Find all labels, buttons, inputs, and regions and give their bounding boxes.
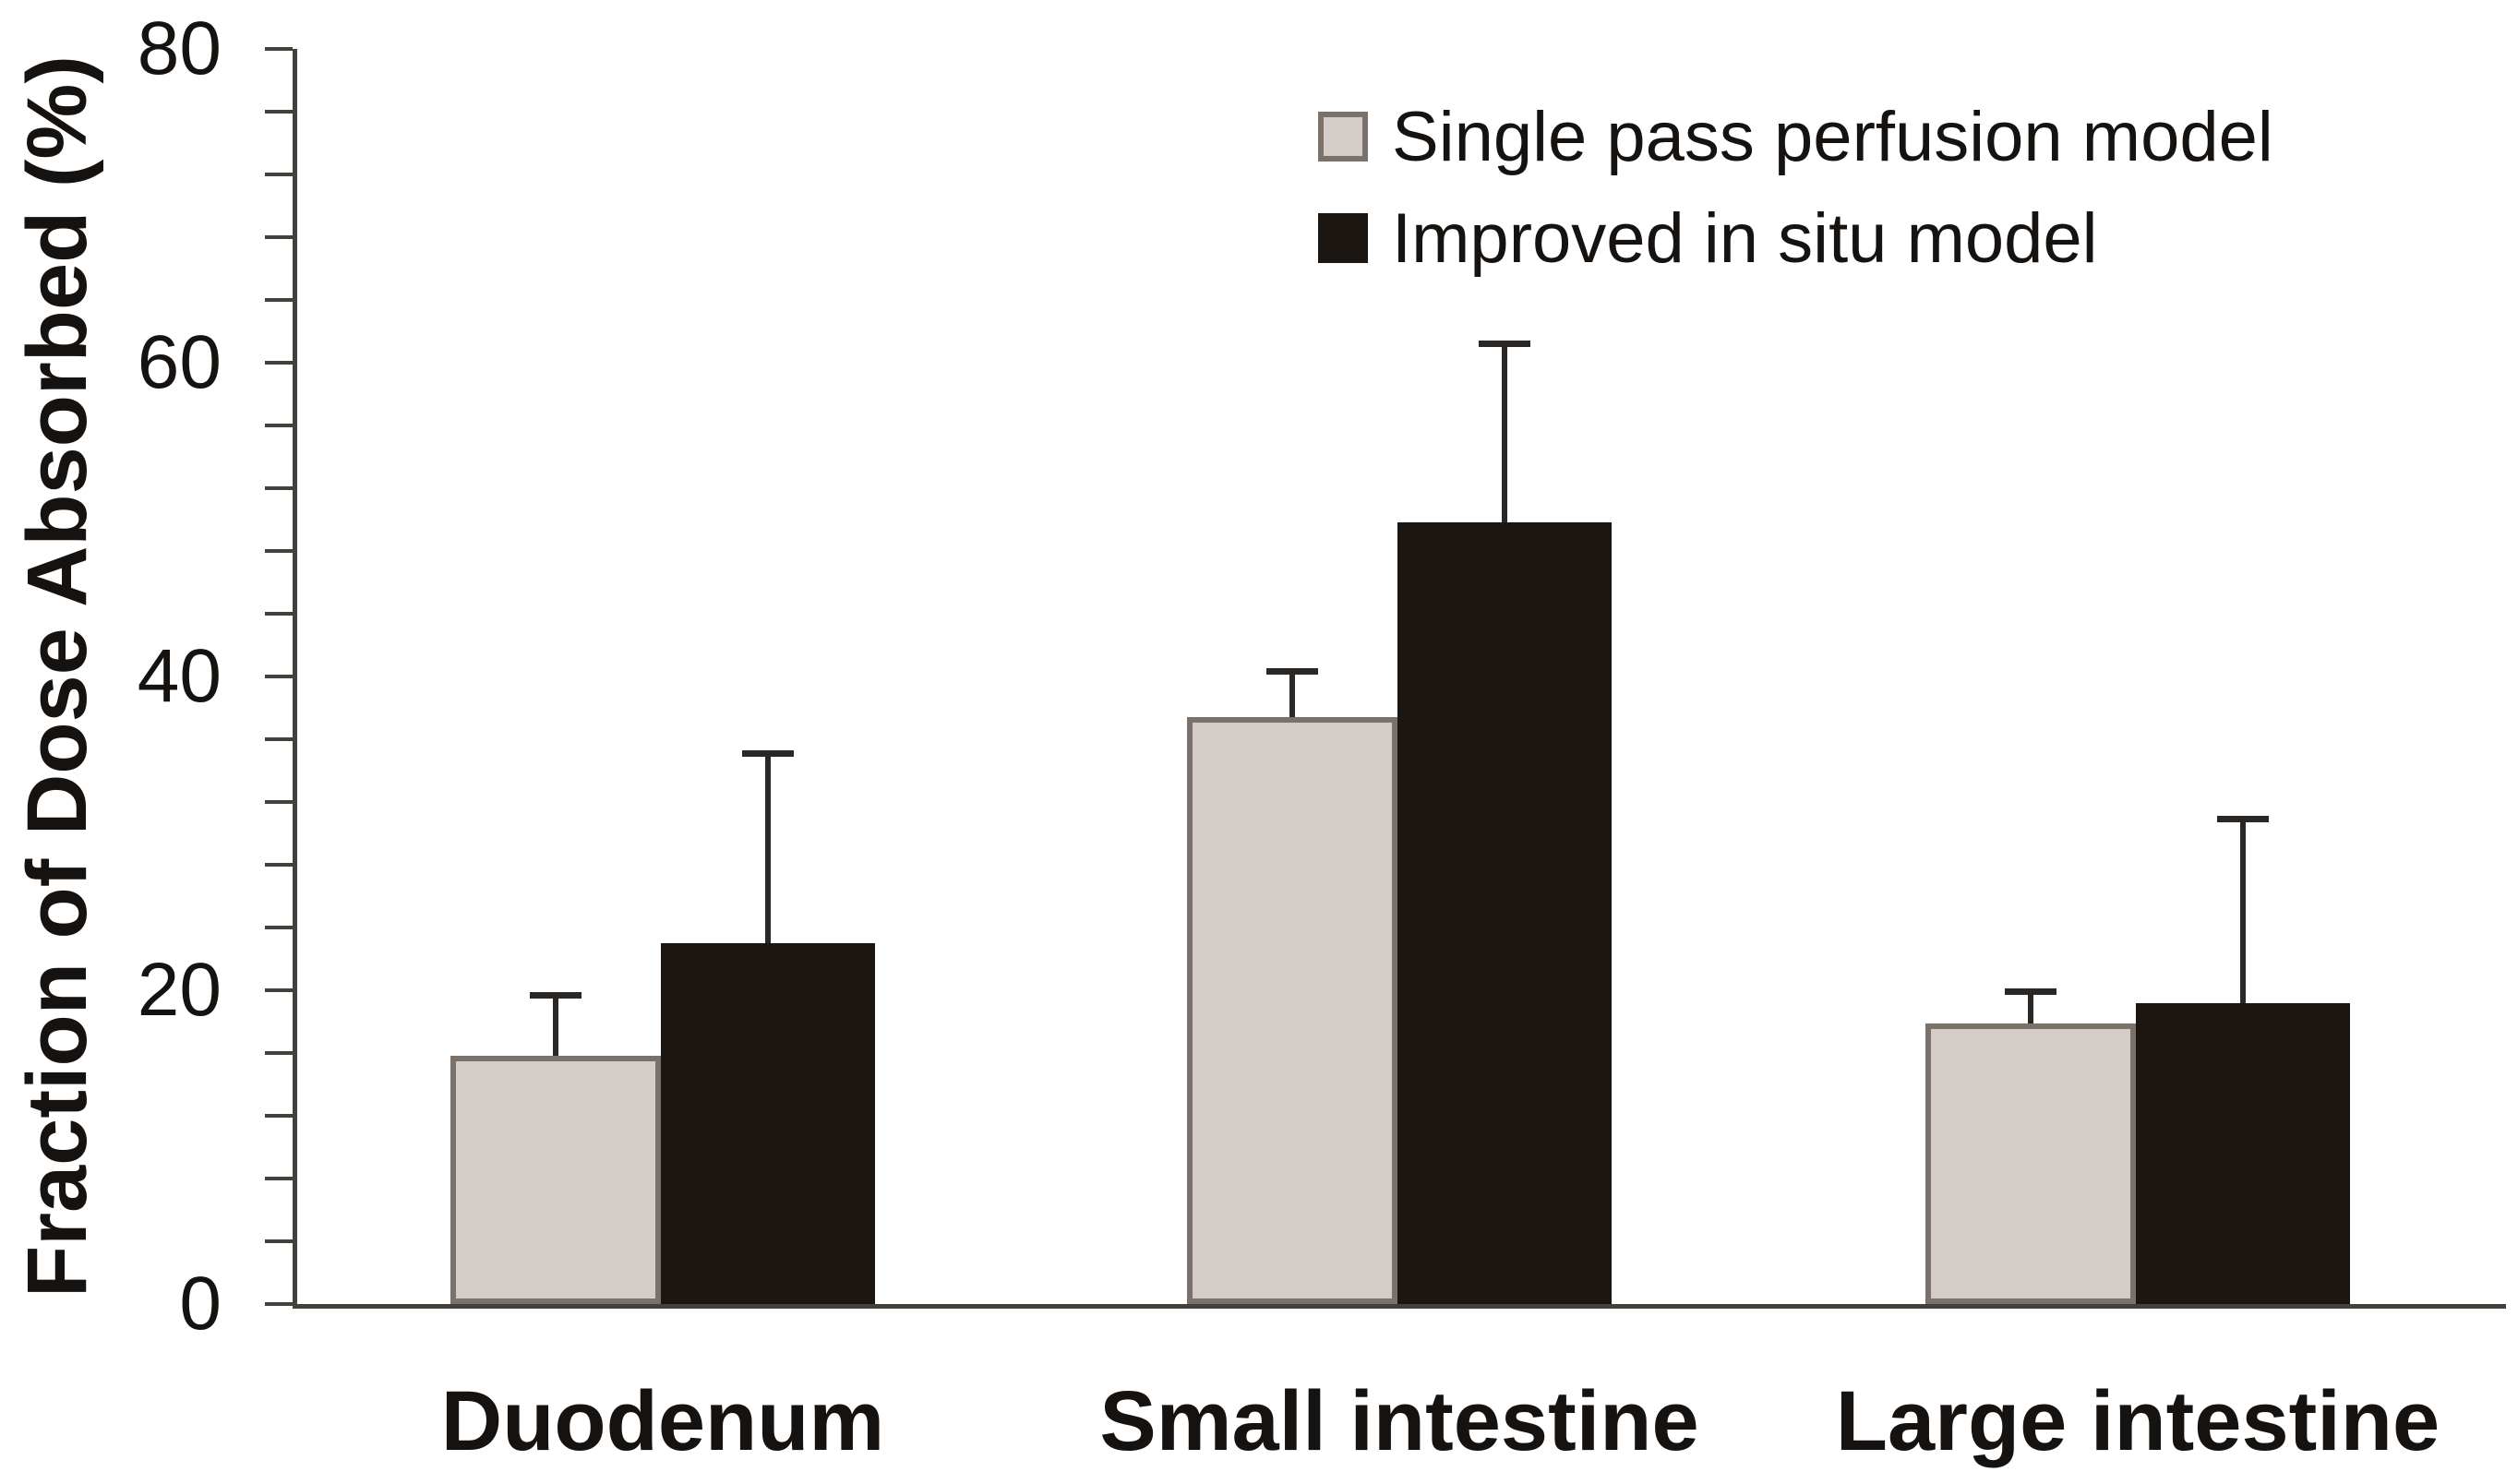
error-bar-line xyxy=(2028,991,2033,1023)
y-axis-tick xyxy=(265,1302,293,1306)
x-axis-category-label: Small intestine xyxy=(1099,1374,1699,1468)
legend-label-improved-in-situ: Improved in situ model xyxy=(1392,198,2098,278)
error-bar-line xyxy=(2240,819,2246,1003)
y-axis-tick xyxy=(265,926,293,929)
y-axis-tick xyxy=(265,361,293,365)
error-bar-cap xyxy=(1479,341,1530,348)
error-bar-line xyxy=(765,753,771,943)
y-axis-line xyxy=(293,49,297,1309)
y-axis-tick xyxy=(265,47,293,51)
bar-single-pass-perfusion-model-duodenum xyxy=(450,1056,661,1304)
y-axis-tick xyxy=(265,1177,293,1180)
legend-swatch-improved-in-situ-icon xyxy=(1318,213,1368,263)
x-axis-category-label: Duodenum xyxy=(440,1374,885,1468)
legend-swatch-single-pass-icon xyxy=(1318,112,1368,162)
y-axis-tick xyxy=(265,737,293,741)
bar-single-pass-perfusion-model-small-intestine xyxy=(1187,717,1397,1304)
y-axis-tick xyxy=(265,1114,293,1118)
x-axis-line xyxy=(293,1304,2506,1309)
x-axis-category-label: Large intestine xyxy=(1835,1374,2440,1468)
bar-single-pass-perfusion-model-large-intestine xyxy=(1925,1023,2136,1304)
y-axis-tick xyxy=(265,988,293,992)
y-axis-tick xyxy=(265,863,293,867)
error-bar-cap xyxy=(2005,988,2056,996)
y-axis-tick xyxy=(265,235,293,239)
bar-improved-in-situ-model-duodenum xyxy=(661,943,875,1304)
error-bar-line xyxy=(1289,671,1295,718)
legend: Single pass perfusion model Improved in … xyxy=(1318,86,2273,289)
error-bar-cap xyxy=(2217,816,2269,823)
y-axis-tick-label: 80 xyxy=(137,6,222,90)
y-axis-tick xyxy=(265,110,293,114)
y-axis-tick xyxy=(265,298,293,302)
y-axis-tick xyxy=(265,486,293,490)
y-axis-tick xyxy=(265,800,293,804)
error-bar-cap xyxy=(530,991,582,999)
error-bar-cap xyxy=(1266,668,1318,676)
legend-row-single-pass: Single pass perfusion model xyxy=(1318,86,2273,187)
legend-row-improved-in-situ: Improved in situ model xyxy=(1318,187,2273,289)
y-axis-tick xyxy=(265,1239,293,1243)
y-axis-tick-label: 40 xyxy=(137,634,222,718)
legend-label-single-pass: Single pass perfusion model xyxy=(1392,97,2273,176)
y-axis-tick xyxy=(265,675,293,678)
y-axis-tick xyxy=(265,549,293,553)
y-axis-tick-label: 20 xyxy=(137,948,222,1032)
error-bar-line xyxy=(1502,343,1507,523)
y-axis-tick xyxy=(265,612,293,616)
y-axis-tick xyxy=(265,173,293,176)
y-axis-tick-label: 60 xyxy=(137,320,222,404)
y-axis-tick-label: 0 xyxy=(179,1262,222,1346)
error-bar-line xyxy=(553,995,558,1057)
y-axis-tick xyxy=(265,1051,293,1055)
y-axis-tick xyxy=(265,424,293,427)
bar-improved-in-situ-model-small-intestine xyxy=(1397,522,1612,1304)
bar-improved-in-situ-model-large-intestine xyxy=(2136,1002,2350,1304)
error-bar-cap xyxy=(742,749,794,757)
